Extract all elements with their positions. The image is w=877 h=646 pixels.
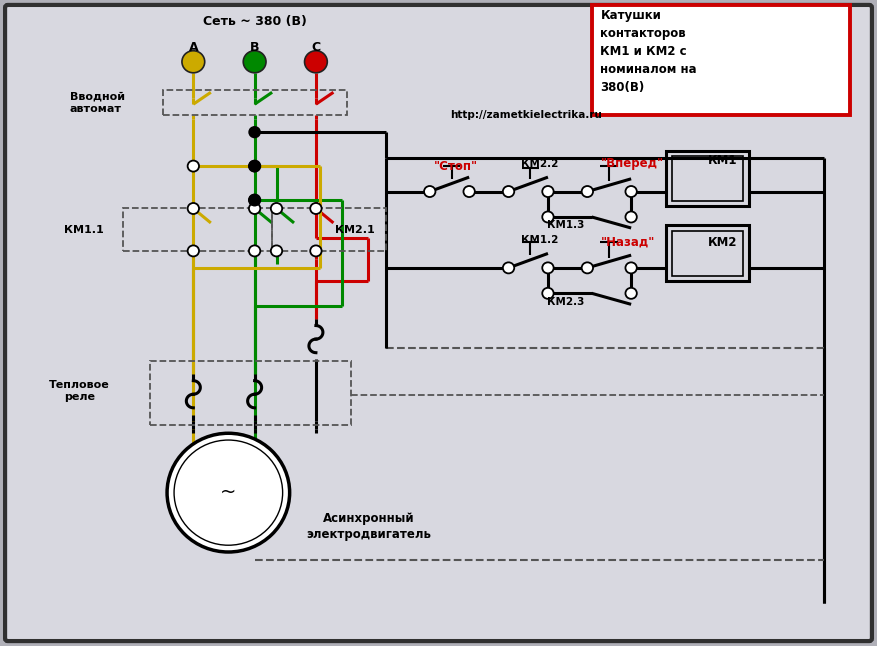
Text: КМ2.3: КМ2.3 <box>546 297 584 307</box>
Circle shape <box>542 186 553 197</box>
Circle shape <box>249 161 260 172</box>
Circle shape <box>249 127 260 137</box>
Circle shape <box>424 186 436 197</box>
Text: "Назад": "Назад" <box>601 236 655 249</box>
Text: Асинхронный
электродвигатель: Асинхронный электродвигатель <box>306 512 431 541</box>
Circle shape <box>542 262 553 273</box>
Circle shape <box>249 161 260 171</box>
Text: КМ2.1: КМ2.1 <box>335 225 375 234</box>
Circle shape <box>249 203 260 214</box>
Circle shape <box>310 245 322 256</box>
Text: Вводной
автомат: Вводной автомат <box>69 91 125 114</box>
Text: КМ2.2: КМ2.2 <box>521 158 558 169</box>
Text: http://zametkielectrika.ru: http://zametkielectrika.ru <box>450 110 602 120</box>
Circle shape <box>581 262 593 273</box>
Text: КМ1.1: КМ1.1 <box>64 225 103 234</box>
Circle shape <box>625 262 637 273</box>
Circle shape <box>182 51 204 73</box>
Circle shape <box>542 288 553 299</box>
Circle shape <box>625 186 637 197</box>
Circle shape <box>503 262 514 273</box>
Text: A: A <box>189 41 198 54</box>
Circle shape <box>243 51 266 73</box>
Circle shape <box>503 186 514 197</box>
Text: Тепловое
реле: Тепловое реле <box>49 380 110 402</box>
Circle shape <box>625 288 637 299</box>
Circle shape <box>188 203 199 214</box>
Text: B: B <box>250 41 260 54</box>
Circle shape <box>249 195 260 205</box>
Bar <box>673 156 743 201</box>
Text: "Стоп": "Стоп" <box>434 160 478 172</box>
Circle shape <box>625 211 637 222</box>
Text: C: C <box>311 41 320 54</box>
Circle shape <box>304 51 327 73</box>
Circle shape <box>174 440 282 545</box>
Text: КМ1: КМ1 <box>709 154 738 167</box>
Circle shape <box>249 245 260 256</box>
Circle shape <box>167 433 289 552</box>
Circle shape <box>271 203 282 214</box>
Bar <box>673 231 743 275</box>
Text: КМ1.3: КМ1.3 <box>546 220 584 231</box>
Text: ~: ~ <box>220 483 237 502</box>
Circle shape <box>249 194 260 205</box>
Text: Катушки
контакторов
КМ1 и КМ2 с
номиналом на
380(В): Катушки контакторов КМ1 и КМ2 с номинало… <box>601 9 697 94</box>
Circle shape <box>463 186 474 197</box>
Circle shape <box>188 161 199 172</box>
Circle shape <box>542 211 553 222</box>
Text: "Вперед": "Вперед" <box>601 157 664 170</box>
Circle shape <box>271 245 282 256</box>
Text: КМ2: КМ2 <box>709 236 738 249</box>
Circle shape <box>581 186 593 197</box>
Bar <box>667 225 749 280</box>
Text: Сеть ~ 380 (В): Сеть ~ 380 (В) <box>203 16 307 28</box>
Bar <box>667 151 749 206</box>
Circle shape <box>188 245 199 256</box>
Circle shape <box>310 203 322 214</box>
Bar <box>592 5 850 115</box>
Text: КМ1.2: КМ1.2 <box>521 235 558 245</box>
FancyBboxPatch shape <box>5 5 872 641</box>
